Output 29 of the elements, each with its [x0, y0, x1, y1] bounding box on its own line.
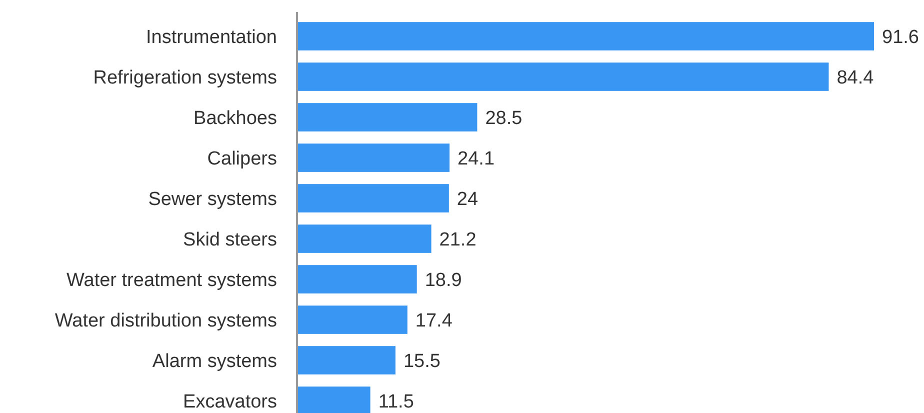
y-tick-label: Water distribution systems: [54, 310, 277, 332]
data-label: 17.4: [415, 310, 453, 332]
data-label: 15.5: [403, 350, 440, 372]
y-tick-label: Skid steers: [183, 229, 277, 250]
bar: [298, 103, 478, 132]
data-label: 24: [456, 188, 478, 210]
data-label: 21.2: [439, 229, 476, 250]
data-label: 24.1: [458, 148, 495, 170]
y-tick-label: Excavators: [183, 391, 277, 412]
data-label: 28.5: [485, 108, 522, 129]
bar: [298, 346, 396, 374]
bar: [298, 144, 450, 172]
bar: [298, 22, 874, 50]
y-tick-label: Calipers: [207, 148, 277, 170]
y-tick-label: Instrumentation: [146, 26, 277, 48]
data-label: 18.9: [424, 270, 462, 291]
bar: [298, 62, 829, 91]
y-tick-label: Alarm systems: [152, 350, 277, 372]
y-tick-label: Water treatment systems: [66, 270, 277, 291]
bar: [298, 265, 417, 294]
data-label: 11.5: [378, 391, 414, 412]
y-tick-label: Backhoes: [194, 108, 277, 129]
bar: [298, 306, 408, 334]
bar: [298, 184, 449, 212]
y-tick-label: Sewer systems: [148, 188, 277, 210]
data-label: 84.4: [836, 67, 874, 88]
data-label: 91.6: [882, 26, 919, 48]
bar: [298, 224, 432, 253]
y-tick-label: Refrigeration systems: [93, 67, 277, 88]
